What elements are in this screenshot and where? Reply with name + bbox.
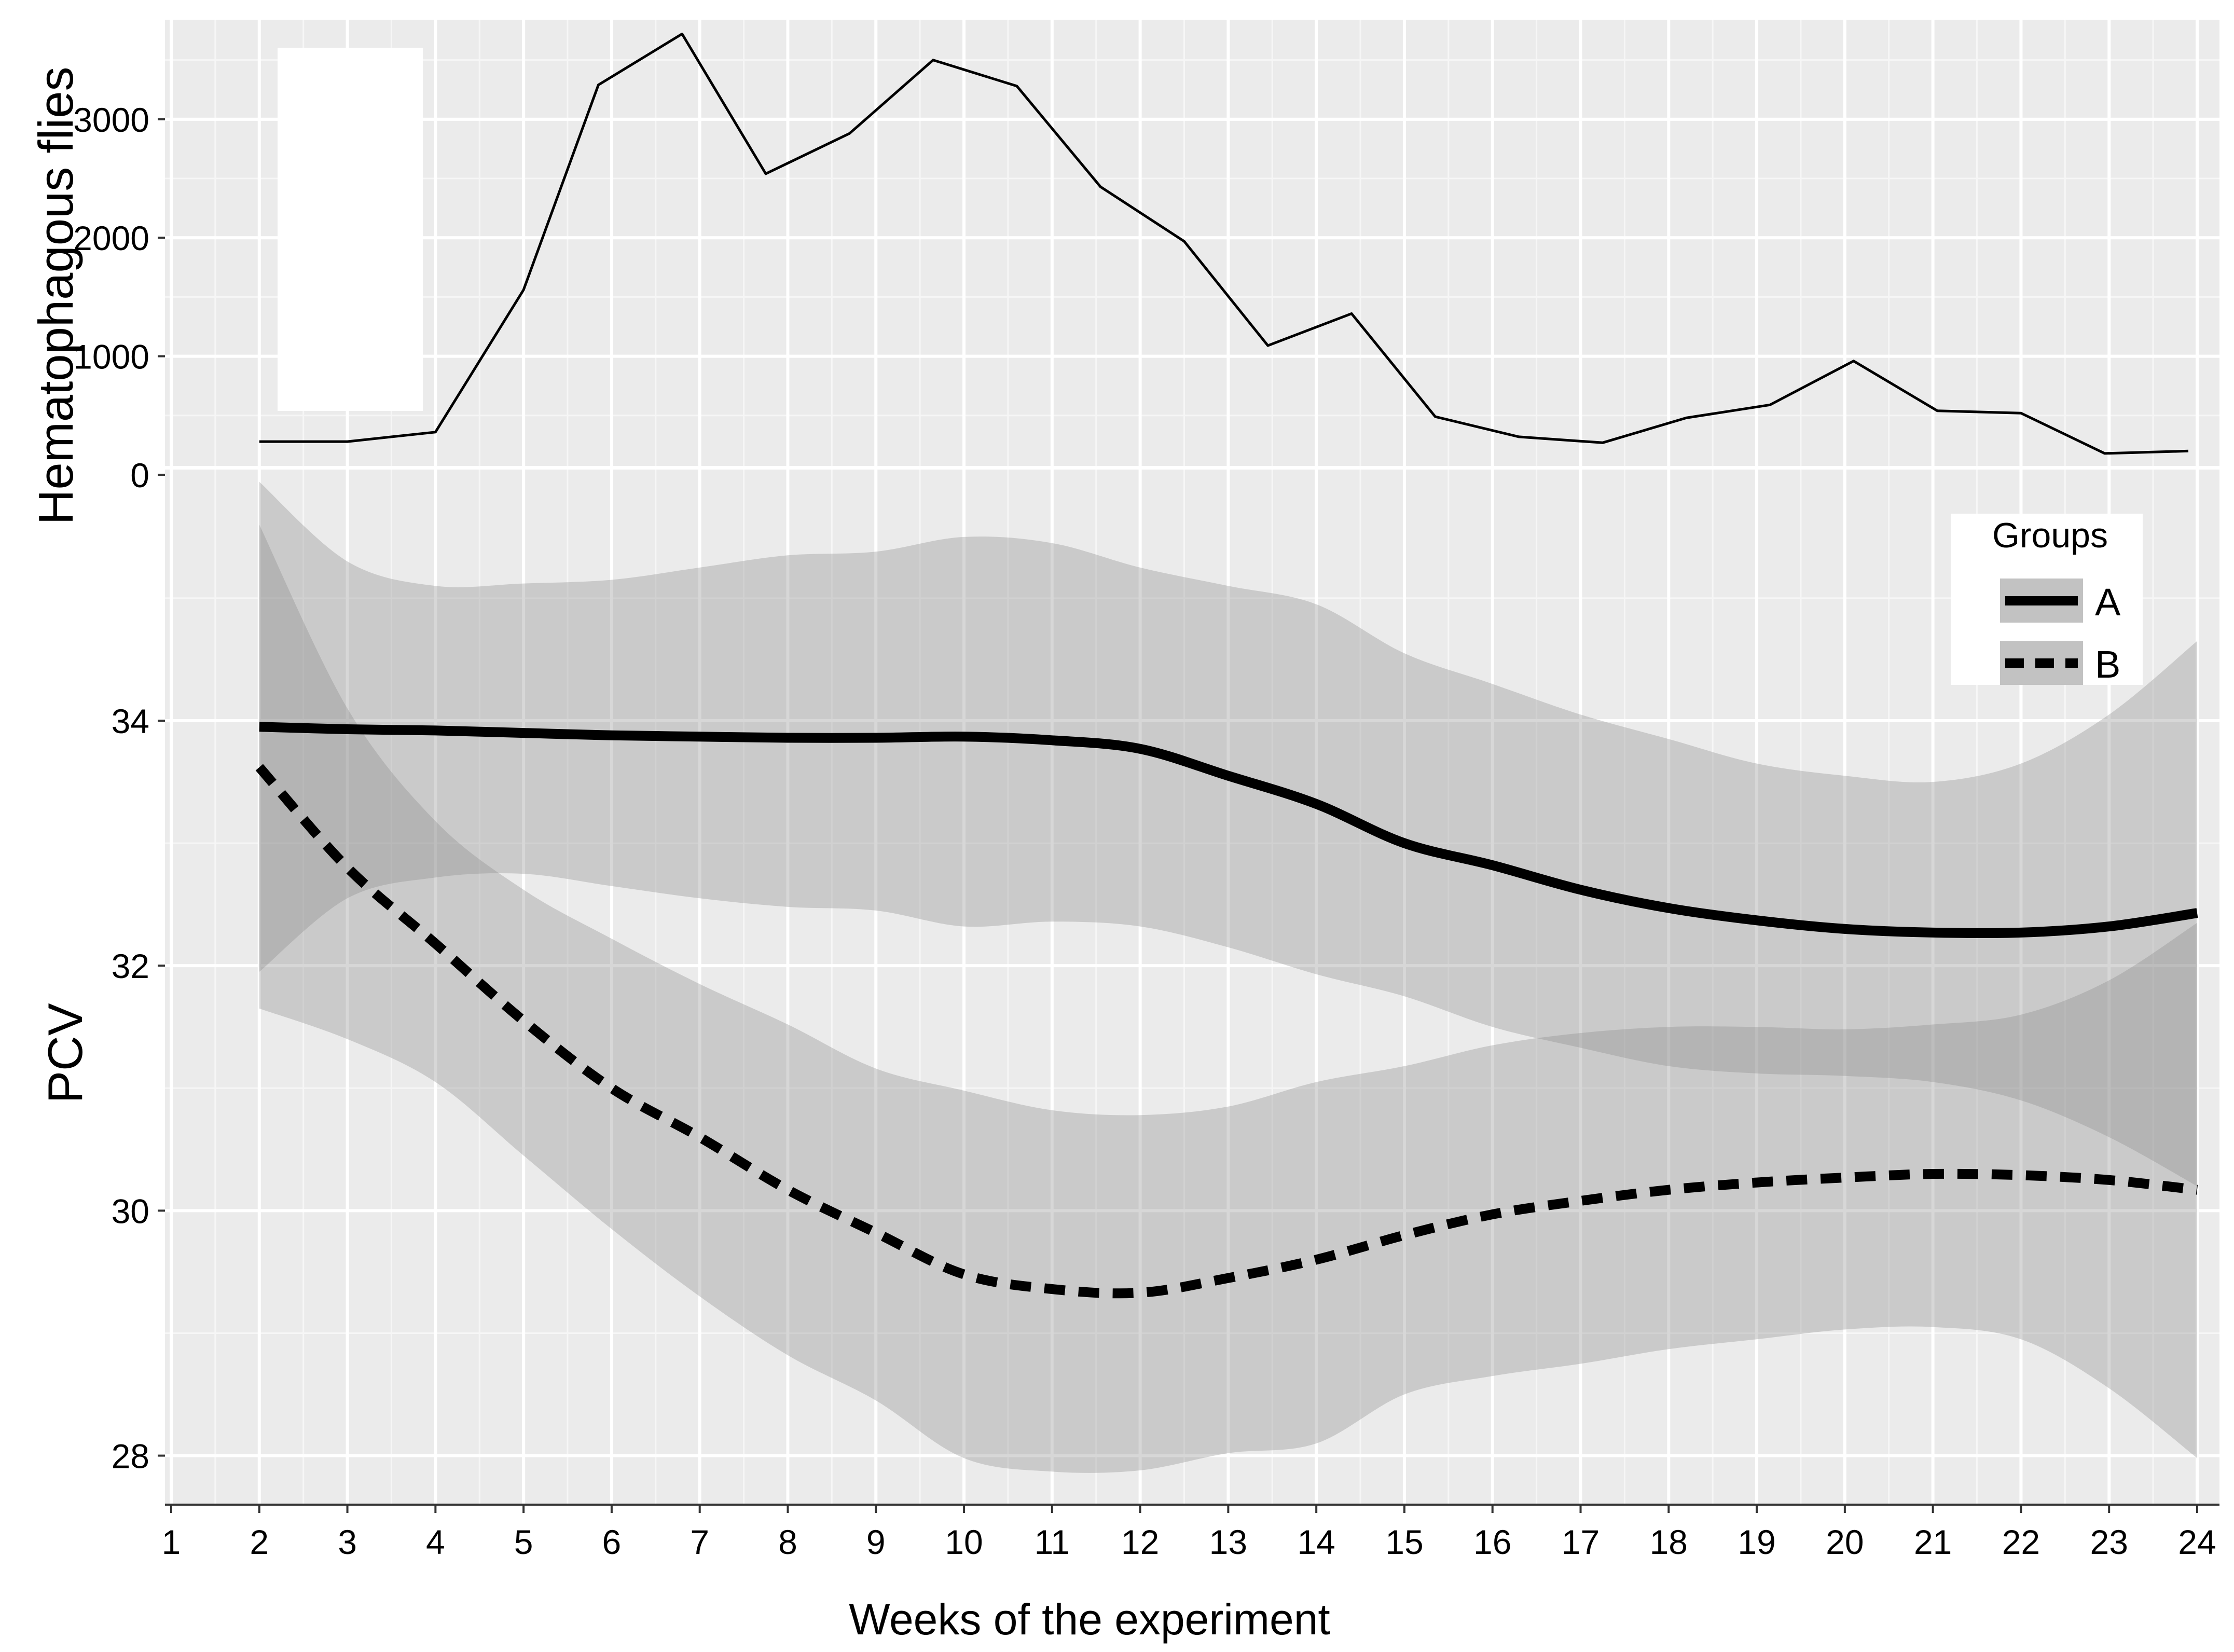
x-tick-label: 13 xyxy=(1209,1523,1247,1561)
x-tick-label: 19 xyxy=(1737,1523,1775,1561)
x-tick-label: 15 xyxy=(1385,1523,1423,1561)
flies-panel: 0 1000 2000 3000 Hematophagous flies xyxy=(29,20,2219,525)
x-tick-label: 8 xyxy=(778,1523,797,1561)
x-tick-label: 17 xyxy=(1562,1523,1599,1561)
x-tick-label: 1 xyxy=(162,1523,181,1561)
pcv-y-tick-label: 32 xyxy=(112,947,149,985)
pcv-confidence-ribbons xyxy=(259,481,2197,1473)
pcv-panel: 28 30 32 34 PCV xyxy=(38,470,2219,1505)
flies-y-axis: 0 1000 2000 3000 xyxy=(73,101,165,494)
flies-y-axis-label: Hematophagous flies xyxy=(29,66,83,525)
x-axis-label: Weeks of the experiment xyxy=(849,1595,1330,1644)
x-tick-label: 3 xyxy=(338,1523,357,1561)
pcv-y-axis-label: PCV xyxy=(38,1003,92,1104)
x-tick-label: 2 xyxy=(250,1523,269,1561)
x-tick-label: 10 xyxy=(945,1523,983,1561)
x-tick-label: 6 xyxy=(602,1523,622,1561)
x-tick-label: 5 xyxy=(514,1523,533,1561)
pcv-panel-background xyxy=(165,470,2219,1505)
ribbon-a xyxy=(259,481,2197,1187)
x-tick-label: 9 xyxy=(866,1523,886,1561)
x-tick-label: 7 xyxy=(690,1523,709,1561)
pcv-y-tick-label: 34 xyxy=(112,702,149,740)
legend: Groups A B xyxy=(1951,514,2143,686)
flies-major-gridlines xyxy=(165,20,2219,476)
legend-label-b: B xyxy=(2095,643,2120,686)
pcv-minor-gridlines xyxy=(165,470,2219,1505)
flies-y-tick-label: 0 xyxy=(130,456,149,494)
x-tick-label: 12 xyxy=(1121,1523,1159,1561)
pcv-line-a xyxy=(259,722,2198,939)
flies-y-tick-label: 1000 xyxy=(73,338,149,376)
pcv-line-b xyxy=(255,764,2198,1299)
flies-y-tick-label: 3000 xyxy=(73,101,149,139)
pcv-y-axis: 28 30 32 34 xyxy=(112,702,165,1476)
x-tick-label: 4 xyxy=(426,1523,445,1561)
pcv-lines xyxy=(255,722,2198,1299)
legend-label-a: A xyxy=(2095,581,2121,624)
x-axis: 1 2 3 4 5 6 7 8 9 10 11 12 13 14 15 16 17 18 19 20 21 22 23 24 … xyxy=(162,1504,2219,1644)
x-tick-label: 16 xyxy=(1473,1523,1511,1561)
pcv-y-tick-label: 28 xyxy=(112,1437,149,1476)
flies-panel-background xyxy=(165,20,2219,466)
x-tick-label: 22 xyxy=(2002,1523,2040,1561)
x-tick-label: 23 xyxy=(2090,1523,2128,1561)
flies-line xyxy=(259,32,2189,455)
x-tick-label: 20 xyxy=(1826,1523,1864,1561)
x-tick-label: 24 xyxy=(2178,1523,2216,1561)
flies-series xyxy=(259,32,2189,455)
x-tick-label: 21 xyxy=(1914,1523,1952,1561)
legend-title: Groups xyxy=(1992,516,2108,555)
x-axis-ticks: 1 2 3 4 5 6 7 8 9 10 11 12 13 14 15 16 17 18 19 20 21 22 23 24 xyxy=(162,1505,2216,1561)
x-tick-label: 18 xyxy=(1650,1523,1688,1561)
flies-y-tick-label: 2000 xyxy=(73,219,149,257)
x-tick-label: 11 xyxy=(1035,1523,1070,1561)
blank-patch xyxy=(278,48,423,411)
pcv-major-gridlines xyxy=(165,470,2219,1505)
pcv-y-tick-label: 30 xyxy=(112,1192,149,1230)
ribbon-b xyxy=(259,525,2197,1473)
x-tick-label: 14 xyxy=(1297,1523,1335,1561)
